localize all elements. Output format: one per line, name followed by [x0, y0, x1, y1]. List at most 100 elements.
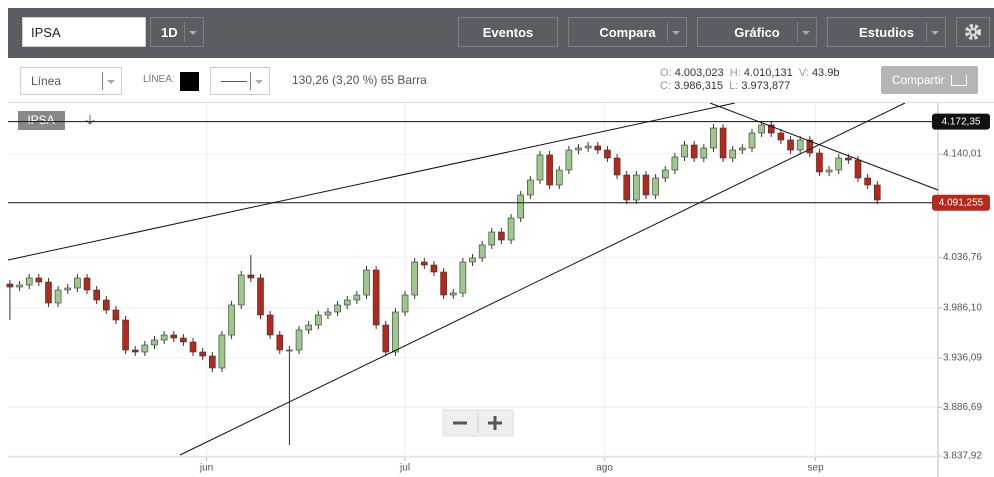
share-button[interactable]: Compartir: [881, 66, 978, 94]
candle-body: [604, 149, 611, 159]
candle-body: [816, 152, 823, 173]
candle-body: [739, 147, 746, 151]
candle-body: [835, 157, 843, 171]
color-swatch[interactable]: [180, 72, 199, 91]
settings-button[interactable]: [956, 17, 990, 47]
share-label: Compartir: [891, 73, 945, 87]
candle-body: [131, 349, 139, 353]
x-tick-label: ago: [596, 463, 613, 474]
candle-body: [74, 277, 81, 289]
candle-body: [488, 231, 496, 246]
y-tick-label: 3.886,69: [943, 402, 982, 413]
candle-body: [748, 132, 756, 149]
candle-body: [623, 174, 631, 201]
trend-line: [7, 102, 736, 261]
line-style-select[interactable]: [210, 67, 270, 95]
candle-body: [295, 329, 303, 351]
top-toolbar: IPSA 1D Eventos Compara Gráfico Estudios: [8, 8, 994, 58]
candle-body: [276, 334, 284, 351]
candle-body: [209, 355, 216, 369]
candle-body: [517, 194, 525, 219]
candle-body: [16, 284, 23, 288]
level-tag: [932, 113, 990, 130]
quote-value: 4.003,023: [674, 67, 724, 79]
candle-body: [266, 314, 274, 336]
quote-value: 3.986,315: [674, 80, 723, 92]
candle-body: [141, 344, 149, 353]
candle-body: [796, 139, 804, 151]
candle-body: [382, 324, 390, 353]
y-tick-label: 3.936,09: [943, 353, 982, 364]
candle-body: [594, 145, 602, 151]
candle-body: [353, 294, 361, 301]
candle-body: [459, 261, 467, 294]
style-select[interactable]: Línea: [20, 67, 122, 95]
candle-body: [806, 139, 814, 154]
style-label: Línea: [31, 74, 62, 88]
candle-body: [257, 277, 264, 316]
candle-body: [498, 231, 505, 241]
x-tick-label: sep: [808, 463, 825, 474]
plot: 4.140,01 4.036,76 3.986,10 3.936,09 3.886,69…: [6, 103, 982, 474]
candle-body: [151, 339, 158, 346]
button-label: Compara: [599, 24, 656, 40]
quote-value: 4.010,131: [743, 67, 793, 79]
candle-body: [661, 169, 669, 179]
y-tick-label: 3.837,92: [943, 451, 982, 462]
candle-body: [469, 257, 476, 263]
candle-body: [710, 127, 717, 149]
candle-body: [575, 147, 582, 151]
candle-body: [45, 281, 52, 304]
candle-body: [334, 304, 341, 313]
candle-body: [633, 174, 640, 201]
candle-body: [363, 269, 370, 296]
candle-body: [729, 149, 737, 159]
candle-body: [305, 324, 312, 331]
candle-body: [787, 139, 794, 151]
symbol-tag: [18, 111, 65, 130]
candle-body: [189, 341, 197, 353]
candle-body: [170, 334, 178, 339]
button[interactable]: Estudios: [827, 17, 946, 47]
button[interactable]: Compara: [568, 17, 687, 47]
quote-key: H:: [729, 67, 741, 79]
button-label: Gráfico: [734, 24, 780, 40]
candle-body: [555, 169, 563, 186]
line-sample: [221, 80, 247, 82]
level-tag: [932, 194, 990, 211]
candle-body: [392, 311, 399, 353]
share-icon: [951, 74, 968, 86]
candle-body: [700, 147, 708, 159]
quote-key: L:: [729, 80, 739, 92]
candle-body: [228, 304, 235, 336]
x-tick-label: jun: [199, 463, 213, 474]
candle-body: [758, 124, 765, 134]
candle-body: [507, 217, 515, 241]
candle-body: [25, 277, 33, 286]
options-bar: Línea LÍNEA: 130,26 (3,20 %) 65 Barra O:…: [8, 60, 994, 103]
candle-body: [315, 314, 322, 326]
candle-body: [237, 274, 245, 306]
candle-body: [112, 309, 120, 321]
button-label: Estudios: [859, 24, 914, 40]
quote-value: 3.973,877: [741, 80, 791, 92]
candle-body: [652, 177, 659, 196]
candle-body: [584, 145, 592, 149]
quote-value: 43.9b: [811, 67, 840, 79]
candle-body: [343, 299, 351, 306]
candle-body: [122, 319, 129, 351]
candle-body: [440, 271, 447, 296]
candle-body: [478, 244, 486, 259]
gear-icon: [965, 24, 981, 40]
button[interactable]: Gráfico: [697, 17, 817, 47]
interval-select[interactable]: 1D: [150, 17, 204, 47]
button[interactable]: Eventos: [458, 17, 558, 47]
candle-body: [546, 154, 553, 186]
symbol-input[interactable]: IPSA: [22, 17, 146, 47]
zoom-in[interactable]: [488, 416, 502, 430]
zoom-controls: [442, 409, 514, 437]
candle-body: [825, 169, 833, 173]
candle-body: [103, 299, 110, 311]
x-tick-label: jul: [399, 463, 410, 474]
